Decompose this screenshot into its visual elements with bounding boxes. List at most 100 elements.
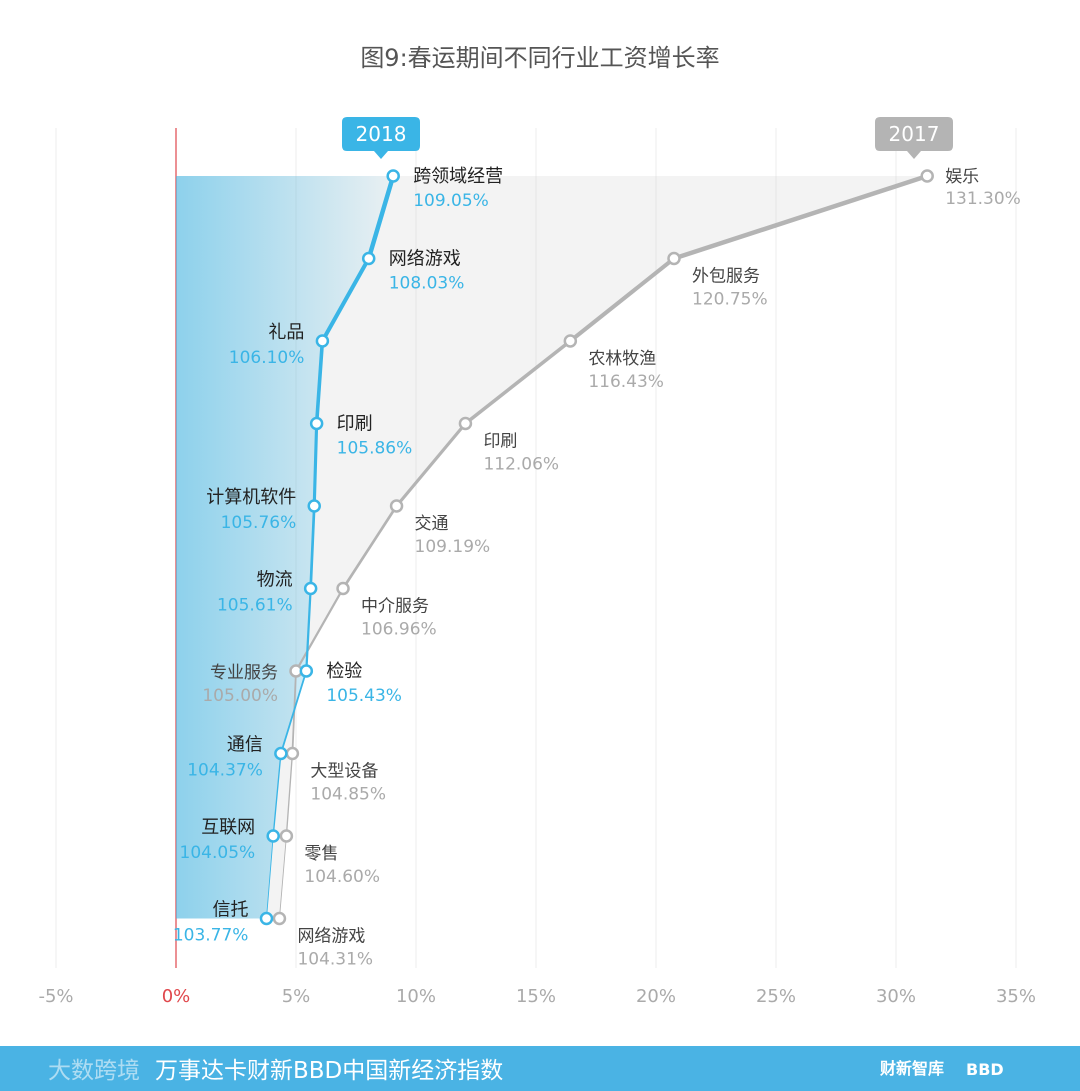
point-label-2018: 跨领域经营 — [413, 166, 503, 187]
legend-badge-2017-label: 2017 — [889, 122, 940, 146]
x-tick-label: 10% — [396, 986, 436, 1007]
line-segment-2018 — [309, 504, 316, 590]
point-2017 — [285, 746, 300, 761]
data-label-2017: 104.85% — [310, 785, 386, 805]
data-label-2017: 109.19% — [415, 537, 491, 557]
point-label-2017: 专业服务 — [210, 663, 278, 683]
point-2017 — [920, 169, 934, 183]
line-segment-2018 — [272, 752, 282, 837]
point-2018 — [386, 169, 400, 183]
area-fills — [176, 176, 928, 919]
point-2017 — [458, 416, 473, 431]
chart-title: 图9:春运期间不同行业工资增长率 — [360, 44, 719, 72]
x-tick-label: 30% — [876, 986, 916, 1007]
data-label-2018: 105.86% — [337, 439, 413, 459]
point-label-2017: 零售 — [304, 844, 338, 864]
data-label-2018: 106.10% — [229, 348, 305, 368]
data-label-2017: 116.43% — [588, 372, 664, 392]
x-tick-label: 35% — [996, 986, 1036, 1007]
line-segment-2017 — [294, 587, 345, 673]
point-label-2017: 交通 — [415, 514, 449, 534]
x-tick-label: -5% — [38, 986, 73, 1007]
line-segment-2017 — [568, 256, 677, 344]
point-2018 — [315, 334, 330, 348]
line-segment-2017 — [671, 173, 930, 261]
point-2018 — [299, 664, 314, 678]
data-label-2018: 103.77% — [173, 926, 249, 946]
line-segment-2018 — [320, 256, 371, 344]
point-label-2017: 印刷 — [483, 432, 517, 452]
x-tick-label: 0% — [162, 986, 191, 1007]
data-label-2017: 106.96% — [361, 620, 437, 640]
point-2018 — [309, 416, 324, 431]
data-label-2017: 112.06% — [483, 455, 559, 475]
footer-bar — [0, 1046, 1080, 1091]
x-tick-label: 15% — [516, 986, 556, 1007]
point-2018 — [307, 499, 321, 513]
x-tick-label: 5% — [282, 986, 311, 1007]
series-badges: 2018 2017 — [342, 117, 953, 159]
data-label-2017: 105.00% — [202, 686, 278, 706]
line-segment-2017 — [463, 339, 573, 426]
line-segment-2018 — [305, 587, 312, 673]
line-segment-2018 — [312, 421, 319, 508]
line-segment-2018 — [314, 339, 325, 426]
footer-brand-bbd: BBD — [966, 1060, 1004, 1079]
point-2017 — [336, 581, 350, 596]
point-label-2017: 农林牧渔 — [588, 349, 656, 369]
point-label-2018: 互联网 — [201, 817, 255, 838]
point-label-2017: 网络游戏 — [297, 927, 365, 947]
data-label-2018: 109.05% — [413, 191, 489, 211]
data-label-2017: 120.75% — [692, 290, 768, 310]
point-label-2018: 物流 — [257, 570, 293, 591]
footer-watermark: 大数跨境 — [48, 1058, 140, 1084]
line-segment-2017 — [285, 752, 294, 837]
line-segment-2017 — [341, 504, 398, 590]
line-segment-2018 — [366, 173, 396, 261]
data-label-2018: 105.43% — [326, 686, 402, 706]
legend-badge-2018 — [342, 117, 420, 159]
data-label-2018: 105.76% — [221, 513, 297, 533]
point-label-2018: 网络游戏 — [389, 249, 461, 270]
footer-title: 万事达卡财新BBD中国新经济指数 — [155, 1058, 503, 1084]
point-2018 — [266, 829, 280, 843]
point-2017 — [272, 911, 287, 926]
legend-badge-2018-label: 2018 — [356, 122, 407, 146]
point-2017 — [279, 829, 294, 843]
point-2018 — [259, 911, 274, 926]
x-axis-ticks: -5% 0% 5% 10% 15% 20% 25% 30% 35% — [38, 986, 1036, 1007]
area-2018 — [176, 176, 394, 919]
point-2017 — [389, 499, 404, 513]
point-label-2018: 礼品 — [268, 322, 304, 343]
footer-brand-caixin: 财新智库 — [879, 1059, 944, 1078]
point-2018 — [361, 251, 376, 266]
x-tick-label: 25% — [756, 986, 796, 1007]
data-label-2018: 104.37% — [187, 761, 263, 781]
point-label-2018: 信托 — [212, 900, 248, 921]
point-2017 — [667, 251, 681, 266]
point-labels: 跨领域经营 109.05% 网络游戏 108.03% 礼品 106.10% 印刷 105.86… — [173, 166, 1021, 970]
point-label-2017: 娱乐 — [945, 167, 979, 187]
point-2018 — [303, 581, 318, 596]
legend-badge-2017 — [875, 117, 953, 159]
data-label-2017: 104.60% — [304, 867, 380, 887]
area-2017 — [176, 176, 928, 919]
line-segment-2018 — [266, 835, 274, 919]
point-label-2018: 通信 — [227, 735, 263, 756]
series-lines — [266, 173, 930, 919]
line-segment-2017 — [278, 835, 287, 919]
data-label-2018: 105.61% — [217, 596, 293, 616]
point-label-2017: 中介服务 — [361, 597, 429, 617]
point-2017 — [563, 334, 578, 348]
series-points — [259, 169, 934, 926]
data-label-2018: 108.03% — [389, 274, 465, 294]
data-label-2018: 104.05% — [180, 843, 256, 863]
line-segment-2017 — [394, 421, 468, 508]
point-label-2017: 外包服务 — [692, 267, 760, 287]
data-label-2017: 104.31% — [297, 950, 373, 970]
point-label-2018: 印刷 — [337, 414, 373, 435]
x-tick-label: 20% — [636, 986, 676, 1007]
point-label-2017: 大型设备 — [310, 762, 378, 782]
line-segment-2018 — [279, 670, 308, 755]
